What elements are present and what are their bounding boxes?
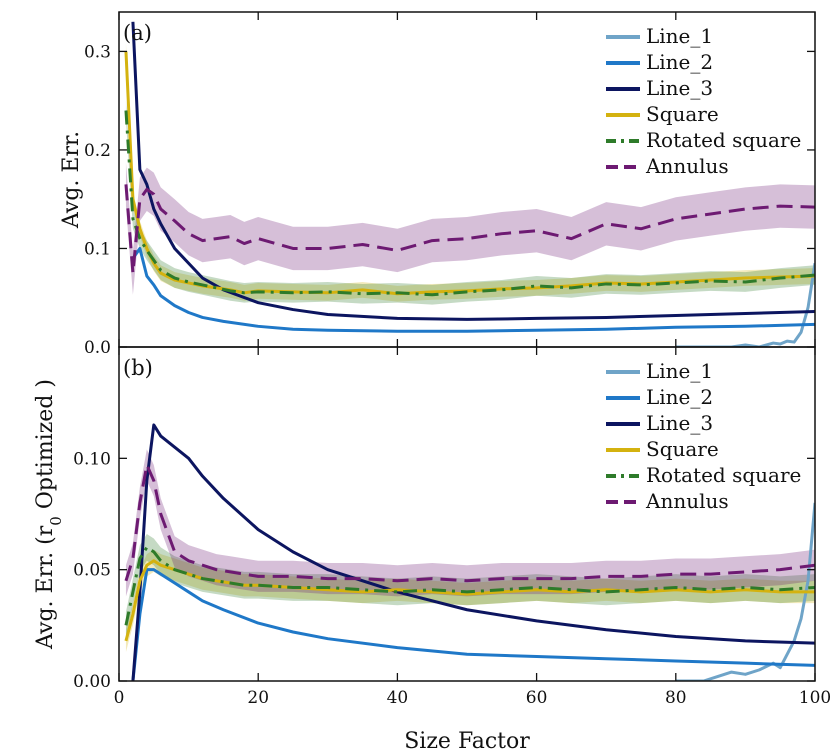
x-axis-label: Size Factor — [404, 729, 530, 754]
panel-b-error-bands — [125, 449, 815, 653]
panel-b-ylabel-tail: Optimized ) — [33, 379, 58, 516]
panel-b-band-rotated-square — [125, 534, 815, 639]
panel-b-ytick-label: 0.00 — [73, 672, 111, 692]
panel-a-band-square — [125, 43, 815, 302]
panel-b-series-square — [124, 559, 815, 642]
panel-b-series-lines — [124, 423, 815, 681]
panel-a-ytick-label: 0.2 — [84, 141, 111, 161]
panel-b-series-line-2 — [131, 568, 815, 681]
panel-a-series-square — [124, 51, 815, 296]
x-tick-label: 100 — [799, 688, 830, 708]
panel-a-series-annulus — [124, 184, 815, 275]
panel-b-band-square — [125, 549, 815, 653]
panel-a-ytick-label: 0.1 — [84, 239, 111, 259]
panel-b-band-annulus — [125, 449, 815, 597]
panel-b-legend-label: Annulus — [645, 489, 729, 513]
panel-a-legend-label: Line_1 — [646, 24, 713, 48]
panel-a-legend-label: Rotated square — [646, 128, 801, 152]
panel-a-ytick-label: 0.0 — [84, 338, 111, 358]
panel-b-ylabel-main: Avg. Err. (r — [33, 525, 58, 650]
x-tick-label: 40 — [387, 688, 409, 708]
panel-b-ticks: 0.00 0.05 0.10 — [73, 347, 816, 692]
panel-b-legend-label: Line_3 — [646, 411, 713, 435]
x-tick-labels: 0 20 40 60 80 100 — [114, 688, 830, 708]
panel-b-legend-label: Line_2 — [646, 385, 713, 409]
panel-a-legend-label: Line_3 — [646, 76, 713, 100]
panel-a-legend-label: Annulus — [645, 154, 729, 178]
panel-b: 0.00 0.05 0.10 (b) Avg. Err. (r0 Optimized… — [33, 346, 816, 692]
x-tick-label: 80 — [665, 688, 687, 708]
x-tick-label: 20 — [247, 688, 269, 708]
panel-a: 0.0 0.1 0.2 0.3 (a) Avg. Err. Line_1Line_2L… — [59, 11, 816, 358]
panel-a-series-line-1 — [675, 263, 815, 347]
panel-a-series-line-2 — [131, 246, 815, 333]
panel-b-tag: (b) — [123, 356, 153, 380]
panel-b-series-annulus — [124, 463, 815, 583]
panel-a-tag: (a) — [123, 21, 152, 45]
panel-b-legend-label: Square — [646, 437, 719, 461]
panel-a-ytick-label: 0.3 — [84, 42, 111, 62]
panel-a-legend-label: Square — [646, 102, 719, 126]
x-tick-label: 60 — [526, 688, 548, 708]
panel-b-ylabel: Avg. Err. (r0 Optimized ) — [33, 379, 65, 650]
panel-b-ylabel-sub: 0 — [47, 516, 65, 526]
panel-a-legend-label: Line_2 — [646, 50, 713, 74]
panel-a-series-lines — [124, 21, 815, 347]
panel-b-legend-label: Rotated square — [646, 463, 801, 487]
panel-b-ytick-label: 0.05 — [73, 561, 111, 581]
panel-a-ticks: 0.0 0.1 0.2 0.3 — [84, 12, 816, 358]
panel-a-series-line-3 — [131, 21, 815, 321]
panel-a-band-annulus — [125, 162, 815, 295]
panel-b-legend-label: Line_1 — [646, 359, 713, 383]
panel-a-ylabel: Avg. Err. — [59, 131, 84, 229]
panel-b-frame — [118, 346, 816, 682]
panel-b-ytick-label: 0.10 — [73, 449, 111, 469]
panel-b-series-rotated-square — [124, 545, 815, 626]
panel-b-series-line-3 — [131, 423, 815, 681]
x-tick-label: 0 — [114, 688, 125, 708]
